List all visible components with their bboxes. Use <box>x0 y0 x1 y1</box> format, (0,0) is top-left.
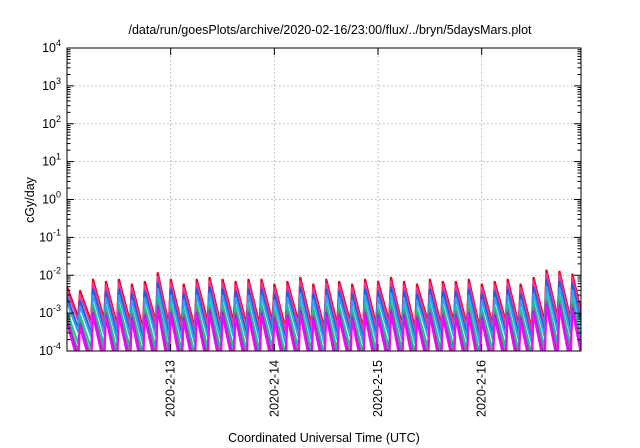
y-tick-label: 10-2 <box>39 265 61 282</box>
x-axis-ticks: 2020-2-13 2020-2-14 2020-2-15 2020-2-16 <box>164 48 489 417</box>
y-tick-label: 103 <box>42 76 61 93</box>
x-axis-label: Coordinated Universal Time (UTC) <box>228 431 420 445</box>
y-tick-label: 104 <box>42 38 61 55</box>
y-tick-label: 10-4 <box>39 341 61 358</box>
series-group <box>67 269 581 351</box>
y-tick-label: 10-3 <box>39 303 61 320</box>
x-tick-label: 2020-2-14 <box>267 360 281 417</box>
y-tick-label: 102 <box>42 114 61 131</box>
y-tick-label: 100 <box>42 190 61 207</box>
x-tick-label: 2020-2-13 <box>164 360 178 417</box>
x-tick-label: 2020-2-15 <box>371 360 385 417</box>
chart-title: /data/run/goesPlots/archive/2020-02-16/2… <box>128 23 532 37</box>
y-axis-ticks: 10-4 10-3 10-2 10-1 100 101 102 103 104 <box>39 38 581 358</box>
x-tick-label: 2020-2-16 <box>475 360 489 417</box>
series-line <box>67 305 581 351</box>
y-axis-label: cGy/day <box>23 176 37 223</box>
y-tick-label: 101 <box>42 152 61 169</box>
y-tick-label: 10-1 <box>39 227 61 244</box>
